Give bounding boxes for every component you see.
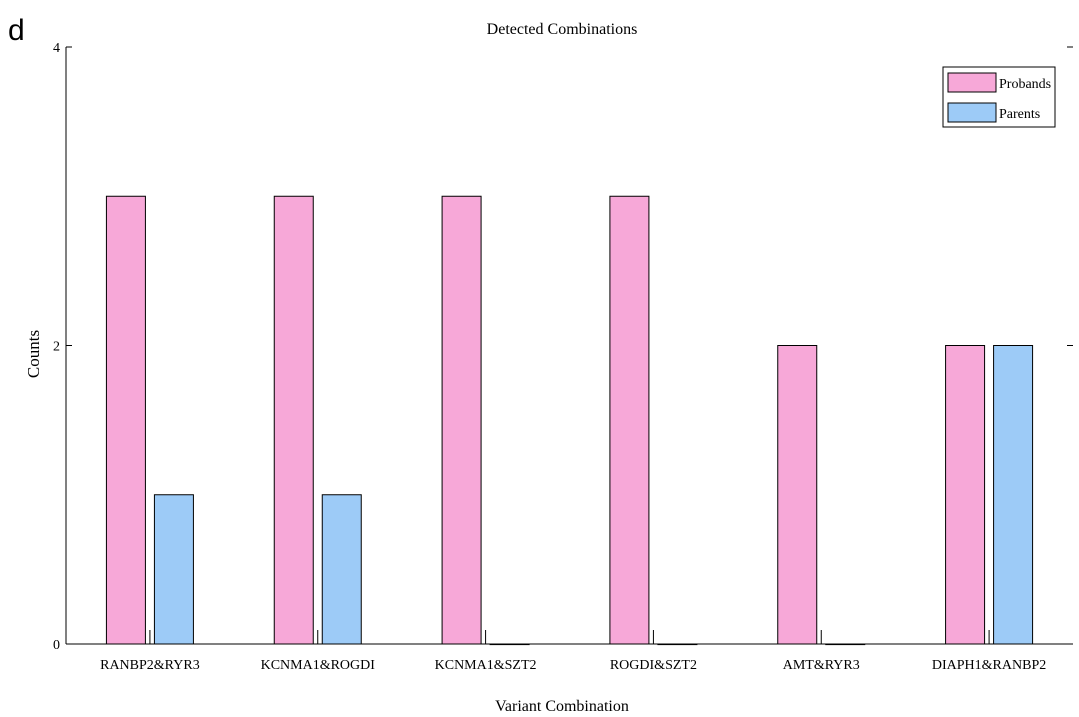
x-tick-label: DIAPH1&RANBP2 <box>932 658 1046 673</box>
x-axis-label: Variant Combination <box>495 698 629 715</box>
panel-letter: d <box>8 14 25 47</box>
legend-swatch-parents <box>947 102 997 123</box>
ticks-group: 0 2 4 RANBP2&RYR3 KCNMA1&ROGDI KCNMA1&SZT2 ROG… <box>53 41 1073 673</box>
bars-group <box>105 195 1034 646</box>
legend-swatch-probands <box>947 72 997 93</box>
y-axis-label: Counts <box>24 330 43 378</box>
x-tick-label: KCNMA1&ROGDI <box>261 658 376 673</box>
bar-probands <box>777 345 818 645</box>
x-tick-label: ROGDI&SZT2 <box>610 658 697 673</box>
axes <box>65 47 1073 645</box>
x-tick-label: RANBP2&RYR3 <box>100 658 200 673</box>
bar-parents <box>657 643 698 646</box>
bar-probands <box>945 345 986 645</box>
bar-parents <box>825 643 866 646</box>
bar-parents <box>489 643 530 646</box>
bar-probands <box>441 195 482 645</box>
y-tick-label: 2 <box>53 340 60 355</box>
bar-probands <box>273 195 314 645</box>
y-tick-label: 0 <box>53 638 60 653</box>
legend-label-parents: Parents <box>999 107 1040 122</box>
legend: Probands Parents <box>942 66 1056 128</box>
bar-probands <box>609 195 650 645</box>
bar-parents <box>321 494 362 645</box>
x-tick-label: AMT&RYR3 <box>783 658 860 673</box>
y-tick-label: 4 <box>53 41 60 56</box>
x-tick-label: KCNMA1&SZT2 <box>435 658 537 673</box>
bar-parents <box>993 345 1034 645</box>
legend-label-probands: Probands <box>999 77 1051 92</box>
bar-parents <box>153 494 194 645</box>
bar-probands <box>105 195 146 645</box>
chart-title: Detected Combinations <box>487 21 638 38</box>
